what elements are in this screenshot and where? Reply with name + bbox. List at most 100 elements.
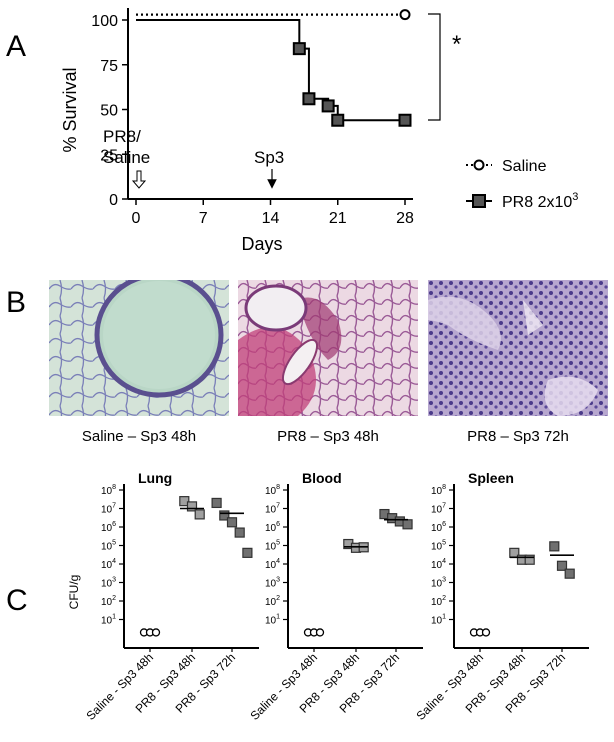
cfu-y-tick-exp: 6 — [276, 521, 280, 528]
panel-label-c: C — [6, 584, 28, 617]
cfu-y-tick-exp: 6 — [442, 521, 446, 528]
legend-pr8-marker — [472, 194, 486, 208]
cfu-y-tick-label: 108 — [431, 484, 446, 497]
cfu-y-tick-base: 10 — [101, 597, 113, 608]
survival-y-tick-label: 75 — [100, 58, 118, 75]
caption-pr8-48h: PR8 – Sp3 48h — [277, 428, 379, 445]
survival-x-tick-label: 14 — [262, 210, 280, 227]
legend-saline-marker — [473, 159, 485, 171]
cfu-y-tick-base: 10 — [101, 560, 113, 571]
cfu-y-tick-label: 104 — [101, 558, 116, 571]
cfu-y-tick-label: 104 — [431, 558, 446, 571]
survival-x-tick-label: 0 — [132, 210, 141, 227]
cfu-y-tick-base: 10 — [265, 542, 277, 553]
cfu-point — [194, 509, 205, 520]
cfu-y-tick-base: 10 — [101, 505, 113, 516]
cfu-point — [402, 519, 413, 530]
cfu-y-tick-exp: 2 — [276, 595, 280, 602]
cfu-point — [234, 527, 245, 538]
cfu-y-tick-base: 10 — [101, 616, 113, 627]
cfu-y-tick-label: 106 — [265, 521, 280, 534]
survival-chart: 0 25 50 75 100 0 7 14 21 28 % Survival Days * PR8… — [60, 8, 578, 254]
cfu-y-tick-exp: 5 — [276, 540, 280, 547]
cfu-charts: CFU/g Lung101102103104105106107108Saline… — [67, 470, 589, 723]
cfu-point — [549, 541, 560, 552]
cfu-y-tick-base: 10 — [431, 579, 443, 590]
cfu-y-tick-exp: 7 — [276, 503, 280, 510]
cfu-y-tick-base: 10 — [431, 597, 443, 608]
cfu-point — [179, 496, 190, 507]
cfu-y-tick-exp: 6 — [112, 521, 116, 528]
cfu-y-tick-exp: 2 — [112, 595, 116, 602]
cfu-point — [226, 517, 238, 528]
cfu-y-tick-exp: 8 — [112, 484, 116, 491]
cfu-y-tick-label: 102 — [265, 595, 280, 608]
cfu-y-tick-label: 108 — [101, 484, 116, 497]
cfu-chart-title: Lung — [138, 470, 172, 486]
cfu-point — [186, 501, 198, 512]
cfu-y-tick-label: 102 — [101, 595, 116, 608]
legend-pr8-label: PR8 2x103 — [502, 191, 578, 211]
cfu-y-tick-label: 102 — [431, 595, 446, 608]
cfu-y-tick-base: 10 — [265, 523, 277, 534]
survival-x-tick-label: 21 — [329, 210, 347, 227]
survival-x-tick-label: 28 — [396, 210, 414, 227]
survival-axes: 0 25 50 75 100 0 7 14 21 28 — [91, 8, 414, 227]
cfu-y-tick-base: 10 — [101, 579, 113, 590]
cfu-point — [219, 510, 230, 521]
cfu-y-tick-exp: 4 — [276, 558, 280, 565]
survival-y-axis-label: % Survival — [60, 67, 80, 152]
cfu-y-tick-exp: 5 — [112, 540, 116, 547]
legend-pr8-label-base: PR8 2x10 — [502, 194, 572, 211]
cfu-point — [242, 547, 253, 558]
cfu-y-tick-label: 105 — [431, 540, 446, 553]
survival-y-tick-label: 100 — [91, 13, 118, 30]
cfu-y-tick-exp: 3 — [276, 577, 280, 584]
arrow-label-sp3: Sp3 — [254, 148, 284, 167]
cfu-y-tick-label: 101 — [101, 614, 116, 627]
significance-bracket — [428, 13, 441, 121]
cfu-y-tick-exp: 3 — [112, 577, 116, 584]
cfu-y-tick-label: 104 — [265, 558, 280, 571]
cfu-y-tick-base: 10 — [431, 505, 443, 516]
cfu-y-tick-exp: 7 — [442, 503, 446, 510]
cfu-y-tick-base: 10 — [431, 523, 443, 534]
cfu-y-tick-base: 10 — [265, 486, 277, 497]
pr8-survival-point — [302, 92, 316, 106]
cfu-y-tick-label: 103 — [265, 577, 280, 590]
cfu-point — [211, 497, 222, 509]
cfu-point — [315, 628, 325, 637]
cfu-y-tick-exp: 2 — [442, 595, 446, 602]
cfu-y-tick-label: 105 — [101, 540, 116, 553]
cfu-chart-title: Blood — [302, 470, 342, 486]
caption-saline-48h: Saline – Sp3 48h — [81, 428, 197, 445]
cfu-y-tick-label: 107 — [265, 503, 280, 516]
caption-pr8-72h: PR8 – Sp3 72h — [467, 428, 569, 445]
cfu-point — [556, 560, 568, 571]
cfu-point — [151, 628, 161, 637]
cfu-y-tick-base: 10 — [265, 616, 277, 627]
micrograph-pr8-72h — [428, 280, 608, 416]
cfu-y-tick-label: 105 — [265, 540, 280, 553]
cfu-y-tick-exp: 1 — [276, 614, 280, 621]
infection-arrow-open — [131, 170, 147, 189]
pr8-survival-line — [136, 19, 405, 122]
cfu-y-tick-exp: 7 — [112, 503, 116, 510]
pr8-survival-point — [398, 113, 412, 127]
cfu-y-tick-exp: 8 — [442, 484, 446, 491]
cfu-y-tick-base: 10 — [265, 560, 277, 571]
legend: Saline PR8 2x103 — [466, 158, 578, 211]
legend-pr8-label-sup: 3 — [572, 191, 578, 203]
cfu-y-axis-label: CFU/g — [67, 575, 81, 610]
cfu-y-tick-base: 10 — [265, 579, 277, 590]
cfu-y-tick-exp: 3 — [442, 577, 446, 584]
cfu-y-tick-base: 10 — [431, 616, 443, 627]
cfu-y-tick-base: 10 — [101, 486, 113, 497]
arrow-label-saline: Saline — [103, 148, 150, 167]
cfu-y-tick-base: 10 — [265, 597, 277, 608]
pr8-survival-point — [331, 113, 345, 127]
